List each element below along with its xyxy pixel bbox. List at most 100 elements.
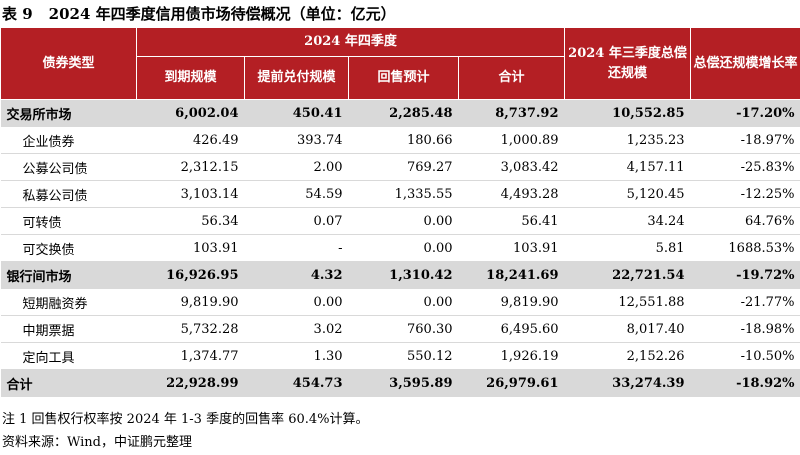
cell-maturity: 1,374.77 xyxy=(136,342,245,370)
cell-bond-type: 交易所市场 xyxy=(0,99,137,127)
cell-growth-rate: -18.97% xyxy=(690,126,800,154)
cell-maturity: 5,732.28 xyxy=(136,315,245,343)
cell-putback-estimate: 0.00 xyxy=(348,207,459,235)
cell-total: 3,083.42 xyxy=(458,153,565,181)
cell-early-redemption: 0.07 xyxy=(244,207,349,235)
cell-early-redemption: 3.02 xyxy=(244,315,349,343)
cell-q3-total: 1,235.23 xyxy=(564,126,691,154)
header-q3-total: 2024 年三季度总偿还规模 xyxy=(564,27,692,100)
cell-putback-estimate: 0.00 xyxy=(348,234,459,262)
cell-bond-type: 短期融资券 xyxy=(0,288,137,316)
cell-early-redemption: 0.00 xyxy=(244,288,349,316)
cell-q3-total: 22,721.54 xyxy=(564,261,691,289)
table-row: 短期融资券 9,819.90 0.00 0.00 9,819.90 12,551.88 -2… xyxy=(0,288,800,316)
cell-bond-type: 合计 xyxy=(0,369,137,397)
cell-q3-total: 34.24 xyxy=(564,207,691,235)
cell-total: 1,926.19 xyxy=(458,342,565,370)
table-row: 私募公司债 3,103.14 54.59 1,335.55 4,493.28 5,120.… xyxy=(0,180,800,208)
cell-bond-type: 可交换债 xyxy=(0,234,137,262)
cell-total: 8,737.92 xyxy=(458,99,565,127)
cell-growth-rate: -21.77% xyxy=(690,288,800,316)
cell-q3-total: 33,274.39 xyxy=(564,369,691,397)
cell-growth-rate: -12.25% xyxy=(690,180,800,208)
cell-putback-estimate: 1,310.42 xyxy=(348,261,459,289)
cell-bond-type: 公募公司债 xyxy=(0,153,137,181)
header-total: 合计 xyxy=(457,56,566,100)
cell-maturity: 16,926.95 xyxy=(136,261,245,289)
cell-putback-estimate: 2,285.48 xyxy=(348,99,459,127)
cell-total: 6,495.60 xyxy=(458,315,565,343)
table-row: 公募公司债 2,312.15 2.00 769.27 3,083.42 4,157.11-… xyxy=(0,153,800,181)
cell-putback-estimate: 0.00 xyxy=(348,288,459,316)
table-number: 表 9 xyxy=(2,5,33,23)
table-group-row: 交易所市场 6,002.04 450.41 2,285.48 8,737.92 10,55… xyxy=(0,99,800,127)
cell-q3-total: 5,120.45 xyxy=(564,180,691,208)
table-row: 可交换债 103.91-0.00 103.91 5.81 1688.53% xyxy=(0,234,800,262)
cell-q3-total: 2,152.26 xyxy=(564,342,691,370)
bond-maturity-table: 债券类型 2024 年四季度 2024 年三季度总偿还规模 总偿还规模增长率 到… xyxy=(0,27,800,397)
header-growth-rate: 总偿还规模增长率 xyxy=(690,27,800,100)
cell-bond-type: 银行间市场 xyxy=(0,261,137,289)
cell-growth-rate: 64.76% xyxy=(690,207,800,235)
cell-total: 1,000.89 xyxy=(458,126,565,154)
cell-q3-total: 12,551.88 xyxy=(564,288,691,316)
header-putback-estimate: 回售预计 xyxy=(348,56,459,100)
table-row: 定向工具 1,374.77 1.30 550.12 1,926.19 2,152.26 -1… xyxy=(0,342,800,370)
cell-early-redemption: 1.30 xyxy=(244,342,349,370)
cell-maturity: 426.49 xyxy=(136,126,245,154)
cell-early-redemption: 450.41 xyxy=(244,99,349,127)
cell-maturity: 22,928.99 xyxy=(136,369,245,397)
cell-bond-type: 中期票据 xyxy=(0,315,137,343)
table-body: 交易所市场 6,002.04 450.41 2,285.48 8,737.92 10,55… xyxy=(0,99,800,397)
cell-maturity: 2,312.15 xyxy=(136,153,245,181)
cell-q3-total: 4,157.11 xyxy=(564,153,691,181)
cell-total: 26,979.61 xyxy=(458,369,565,397)
table-row: 中期票据 5,732.28 3.02 760.30 6,495.60 8,017.40 -1… xyxy=(0,315,800,343)
cell-total: 18,241.69 xyxy=(458,261,565,289)
cell-growth-rate: -18.98% xyxy=(690,315,800,343)
header-early-redemption: 提前兑付规模 xyxy=(244,56,349,100)
cell-early-redemption: 393.74 xyxy=(244,126,349,154)
cell-total: 56.41 xyxy=(458,207,565,235)
cell-growth-rate: -17.20% xyxy=(690,99,800,127)
cell-putback-estimate: 769.27 xyxy=(348,153,459,181)
cell-total: 4,493.28 xyxy=(458,180,565,208)
cell-growth-rate: 1688.53% xyxy=(690,234,800,262)
cell-bond-type: 定向工具 xyxy=(0,342,137,370)
cell-bond-type: 可转债 xyxy=(0,207,137,235)
table-header: 债券类型 2024 年四季度 2024 年三季度总偿还规模 总偿还规模增长率 到… xyxy=(0,27,800,100)
header-maturity: 到期规模 xyxy=(136,56,245,100)
table-group-row: 银行间市场 16,926.95 4.32 1,310.42 18,241.69 22,72… xyxy=(0,261,800,289)
cell-early-redemption: 54.59 xyxy=(244,180,349,208)
cell-early-redemption: 454.73 xyxy=(244,369,349,397)
cell-bond-type: 企业债券 xyxy=(0,126,137,154)
cell-q3-total: 5.81 xyxy=(564,234,691,262)
cell-q3-total: 8,017.40 xyxy=(564,315,691,343)
table-caption: 表 9 2024 年四季度信用债市场待偿概况（单位：亿元） xyxy=(2,2,396,26)
cell-putback-estimate: 550.12 xyxy=(348,342,459,370)
cell-growth-rate: -10.50% xyxy=(690,342,800,370)
cell-maturity: 103.91 xyxy=(136,234,245,262)
header-group-q4: 2024 年四季度 xyxy=(135,27,566,57)
cell-early-redemption: 4.32 xyxy=(244,261,349,289)
cell-early-redemption: - xyxy=(244,234,349,262)
header-bond-type: 债券类型 xyxy=(0,27,137,100)
cell-putback-estimate: 3,595.89 xyxy=(348,369,459,397)
cell-bond-type: 私募公司债 xyxy=(0,180,137,208)
cell-maturity: 6,002.04 xyxy=(136,99,245,127)
table-title: 2024 年四季度信用债市场待偿概况（单位：亿元） xyxy=(48,5,396,23)
cell-maturity: 3,103.14 xyxy=(136,180,245,208)
cell-growth-rate: -18.92% xyxy=(690,369,800,397)
cell-maturity: 9,819.90 xyxy=(136,288,245,316)
cell-total: 103.91 xyxy=(458,234,565,262)
note-1: 注 1 回售权行权率按 2024 年 1-3 季度的回售率 60.4%计算。 xyxy=(2,412,369,427)
table-row: 可转债 56.34 0.07 0.00 56.41 34.24 64.76% xyxy=(0,207,800,235)
cell-maturity: 56.34 xyxy=(136,207,245,235)
table-row: 企业债券 426.49 393.74 180.66 1,000.89 1,235.23 -1… xyxy=(0,126,800,154)
cell-total: 9,819.90 xyxy=(458,288,565,316)
cell-putback-estimate: 760.30 xyxy=(348,315,459,343)
cell-early-redemption: 2.00 xyxy=(244,153,349,181)
cell-growth-rate: -25.83% xyxy=(690,153,800,181)
table-total-row: 合计 22,928.99 454.73 3,595.89 26,979.61 33,274… xyxy=(0,369,800,397)
